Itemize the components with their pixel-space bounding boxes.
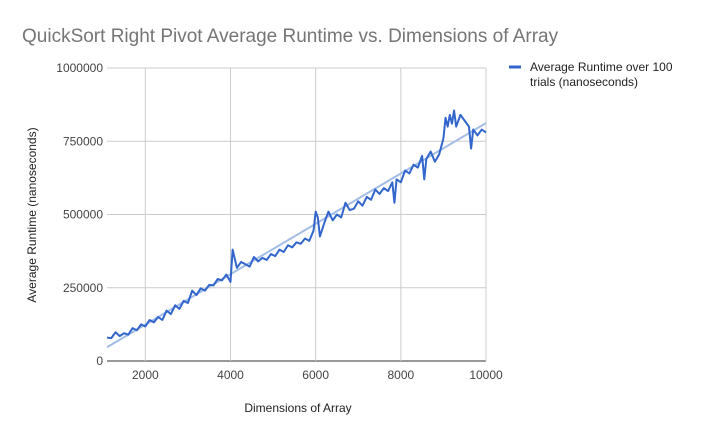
x-tick-label: 8000 bbox=[387, 368, 414, 382]
y-axis-ticks: 0 250000 500000 750000 1000000 bbox=[56, 61, 103, 368]
series-line-average-runtime bbox=[106, 109, 487, 340]
gridlines bbox=[107, 67, 487, 362]
y-tick-label: 250000 bbox=[63, 281, 103, 295]
y-tick-label: 500000 bbox=[63, 208, 103, 222]
y-tick-label: 0 bbox=[96, 354, 103, 368]
y-axis-label: Average Runtime (nanoseconds) bbox=[25, 127, 39, 302]
x-tick-label: 2000 bbox=[132, 368, 159, 382]
x-tick-label: 4000 bbox=[217, 368, 244, 382]
y-tick-label: 750000 bbox=[63, 134, 103, 148]
x-axis-ticks: 2000 4000 6000 8000 10000 bbox=[132, 368, 503, 382]
y-tick-label: 1000000 bbox=[56, 61, 103, 75]
legend-label-line-1: Average Runtime over 100 bbox=[530, 60, 673, 74]
x-tick-label: 6000 bbox=[302, 368, 329, 382]
x-axis-label: Dimensions of Array bbox=[244, 401, 351, 415]
trendline bbox=[106, 122, 487, 349]
x-tick-label: 10000 bbox=[469, 368, 503, 382]
legend-label-line-2: trials (nanoseconds) bbox=[530, 75, 638, 89]
legend-label: Average Runtime over 100 trials (nanosec… bbox=[530, 60, 676, 89]
plot-area bbox=[106, 109, 487, 349]
legend: Average Runtime over 100 trials (nanosec… bbox=[509, 60, 676, 89]
chart-title: QuickSort Right Pivot Average Runtime vs… bbox=[22, 26, 559, 47]
